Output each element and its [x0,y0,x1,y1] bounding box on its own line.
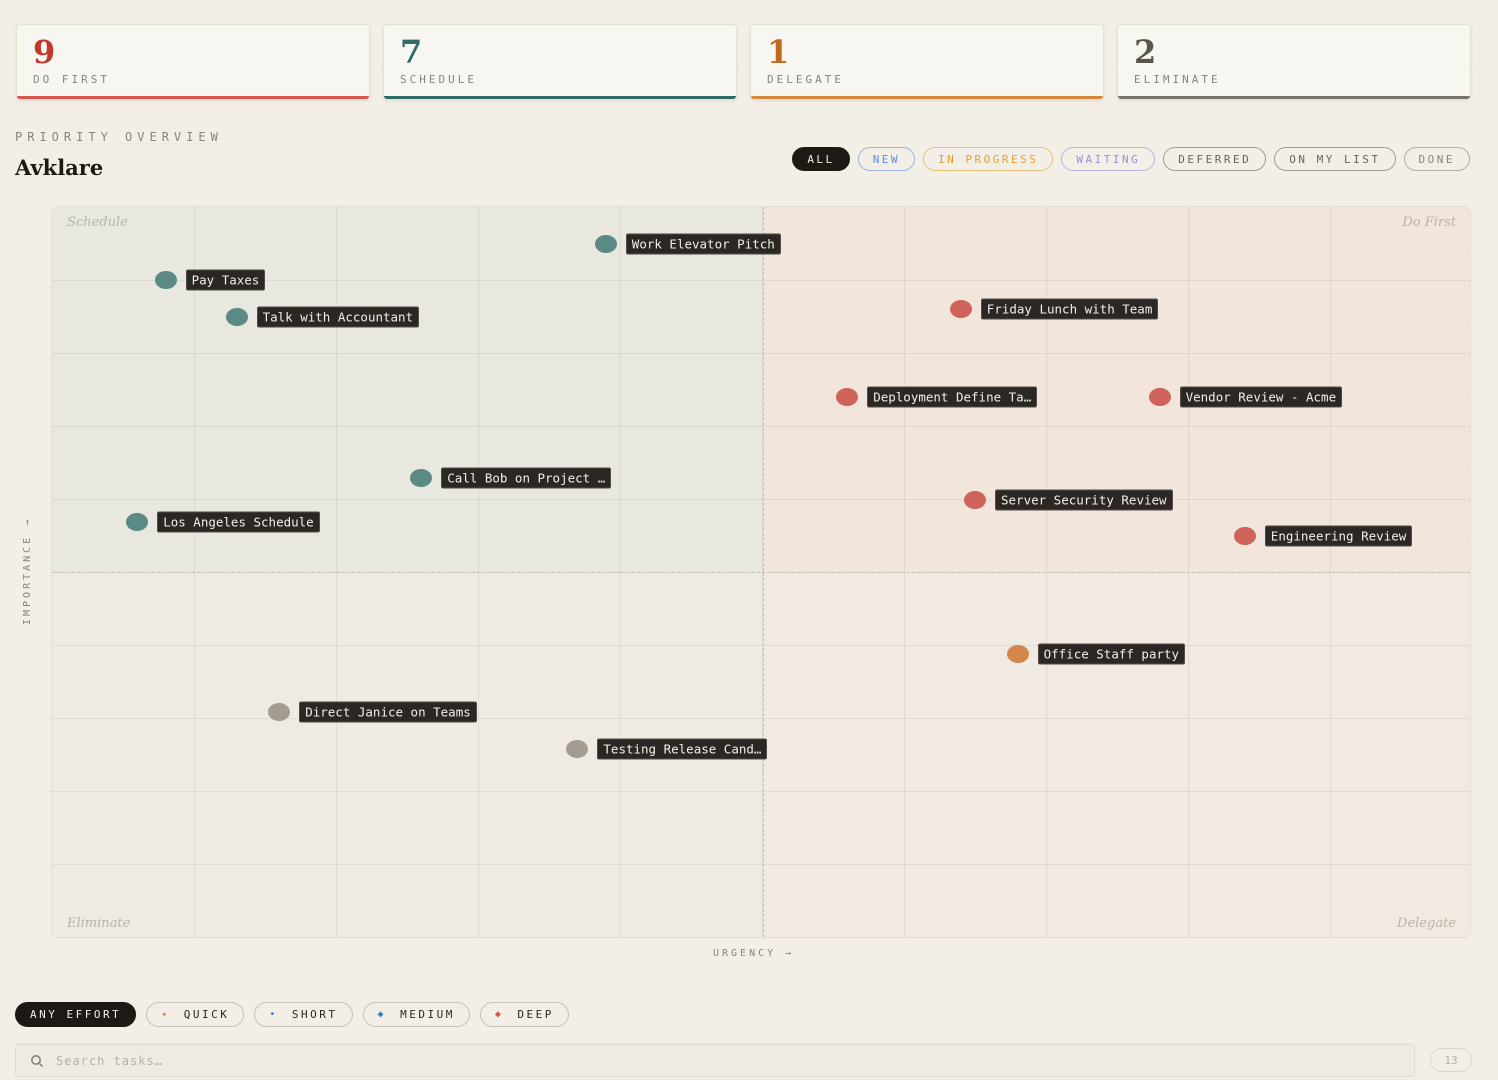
task-label[interactable]: Direct Janice on Teams [299,701,477,723]
status-filter-new[interactable]: NEW [857,147,916,171]
task-dot[interactable] [836,388,859,407]
search-bar [15,1044,1415,1077]
status-filter-all[interactable]: ALL [792,147,850,171]
task-dot[interactable] [410,468,433,487]
search-input[interactable] [56,1053,1356,1068]
task-label[interactable]: Testing Release Cand… [597,738,768,760]
grid-line [52,280,1470,281]
task-dot[interactable] [594,234,617,253]
status-filter-waiting[interactable]: WAITING [1061,147,1156,171]
task-dot[interactable] [1006,644,1029,663]
task-label[interactable]: Work Elevator Pitch [625,233,781,255]
quadrant-label-delegate: Delegate [1397,916,1456,931]
short-effort-icon: • [269,1009,278,1020]
grid-line [52,864,1470,865]
task-dot[interactable] [964,490,986,509]
effort-filter-any-effort[interactable]: ANY EFFORT [15,1002,137,1027]
stat-count: 9 [33,33,56,71]
section-label: PRIORITY OVERVIEW [15,130,223,144]
page-title: Avklare [15,155,104,180]
stat-accent-bar [384,96,736,99]
stat-count: 2 [1134,33,1157,71]
effort-filter-label: DEEP [517,1008,554,1021]
effort-filter-deep[interactable]: ◆ DEEP [479,1002,569,1027]
effort-filter-label: MEDIUM [400,1008,455,1021]
quadrant-schedule [52,207,763,572]
deep-effort-icon: ◆ [494,1009,504,1020]
status-filter-done[interactable]: DONE [1403,147,1470,171]
stat-count: 7 [400,33,423,71]
effort-filter-bar: ANY EFFORT ✦ QUICK • SHORT ◆ MEDIUM ◆ DEEP [15,1002,569,1027]
task-dot[interactable] [154,271,177,290]
task-dot[interactable] [1148,388,1171,407]
grid-line [52,791,1470,792]
quadrant-label-do-first: Do First [1402,215,1456,230]
importance-axis-label: IMPORTANCE → [22,516,33,625]
effort-filter-label: ANY EFFORT [30,1008,122,1021]
task-count-badge: 13 [1430,1048,1472,1072]
stat-card-do-first[interactable]: 9 DO FIRST [16,24,370,100]
status-filter-bar: ALL NEW IN PROGRESS WAITING DEFERRED ON MY LI… [792,147,1470,171]
priority-matrix: Schedule Do First Eliminate Delegate Wor… [51,206,1471,938]
task-label[interactable]: Office Staff party [1037,643,1186,665]
stat-label: DO FIRST [33,73,110,86]
urgency-axis-label: URGENCY → [713,948,795,959]
task-label[interactable]: Talk with Accountant [256,306,420,328]
importance-midline [52,572,1470,573]
quadrant-label-eliminate: Eliminate [67,916,131,931]
stat-accent-bar [751,96,1103,99]
quadrant-delegate [763,572,1470,937]
task-label[interactable]: Pay Taxes [185,269,266,291]
grid-line [52,426,1470,427]
task-dot[interactable] [126,512,149,531]
task-label[interactable]: Engineering Review [1264,525,1413,547]
task-label[interactable]: Deployment Define Ta… [867,386,1038,408]
stat-accent-bar [1118,96,1470,99]
grid-line [52,499,1470,500]
stat-label: DELEGATE [767,73,844,86]
search-icon [31,1054,44,1067]
grid-line [52,645,1470,646]
effort-filter-label: QUICK [183,1008,230,1021]
task-label[interactable]: Vendor Review - Acme [1179,386,1343,408]
effort-filter-label: SHORT [291,1008,338,1021]
effort-filter-quick[interactable]: ✦ QUICK [146,1002,245,1027]
quadrant-label-schedule: Schedule [67,215,128,230]
task-label[interactable]: Server Security Review [995,489,1173,511]
stat-count: 1 [767,33,790,71]
grid-line [52,718,1470,719]
task-label[interactable]: Friday Lunch with Team [980,298,1159,320]
task-dot[interactable] [225,307,248,326]
stat-accent-bar [17,96,369,99]
task-label[interactable]: Call Bob on Project … [441,467,612,489]
effort-filter-medium[interactable]: ◆ MEDIUM [362,1002,470,1027]
effort-filter-short[interactable]: • SHORT [254,1002,353,1027]
task-dot[interactable] [1233,527,1256,546]
task-dot[interactable] [949,300,972,319]
medium-effort-icon: ◆ [377,1009,387,1020]
stat-card-schedule[interactable]: 7 SCHEDULE [383,24,737,100]
quick-effort-icon: ✦ [161,1009,170,1020]
status-filter-in-progress[interactable]: IN PROGRESS [923,147,1054,171]
status-filter-deferred[interactable]: DEFERRED [1163,147,1267,171]
task-dot[interactable] [566,739,589,758]
stat-label: SCHEDULE [400,73,477,86]
grid-line [52,353,1470,354]
task-label[interactable]: Los Angeles Schedule [157,511,320,533]
status-filter-on-my-list[interactable]: ON MY LIST [1274,147,1396,171]
task-dot[interactable] [268,703,291,722]
stat-label: ELIMINATE [1134,73,1221,86]
stat-card-eliminate[interactable]: 2 ELIMINATE [1117,24,1471,100]
stat-card-delegate[interactable]: 1 DELEGATE [750,24,1104,100]
